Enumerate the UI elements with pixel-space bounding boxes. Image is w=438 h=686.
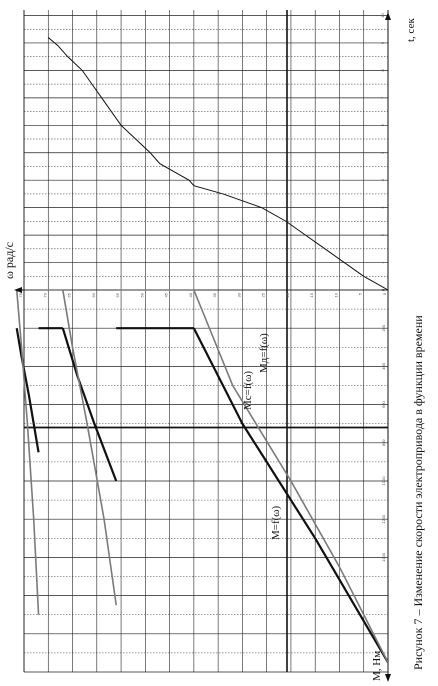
omega-tick-label: 5: [358, 292, 363, 295]
omega-axis-arrow: [14, 287, 22, 293]
omega-tick-label: 50: [139, 292, 144, 297]
omega-tick-label: 20: [285, 292, 290, 297]
moment-tick-label: 600: [381, 400, 386, 407]
diagram-grid: [23, 10, 389, 673]
diagram-labels: Рисунок 7 – Изменение скорости электропр…: [2, 18, 425, 681]
speed-time-curve: [47, 37, 389, 291]
t-axis-arrow: [385, 12, 391, 20]
caption-text: Рисунок 7 – Изменение скорости электропр…: [411, 315, 425, 670]
omega-tick-label: 25: [261, 292, 266, 297]
time-tick-label: 4: [380, 178, 385, 181]
moment-tick-label: 0: [381, 288, 386, 291]
omega-tick-label: 55: [115, 292, 120, 297]
omega-tick-label: 45: [164, 292, 169, 297]
m-curve-label: М=f(ω): [270, 505, 282, 540]
moment-tick-label: 1200: [381, 514, 386, 524]
m-curve: [15, 289, 389, 663]
time-tick-label: 7: [380, 96, 385, 99]
moment-tick-label: 1400: [381, 552, 386, 562]
omega-tick-label: 70: [42, 292, 47, 297]
moment-tick-label: 400: [381, 362, 386, 369]
omega-tick-label: 30: [236, 292, 241, 297]
m-curve-segment: [193, 289, 389, 663]
mc-curve-label: Мс=f(ω): [242, 371, 254, 410]
time-tick-label: 1: [380, 261, 385, 264]
m-axis-label: M, Нм: [371, 651, 383, 681]
time-tick-label: 3: [380, 206, 385, 209]
time-tick-label: 10: [380, 12, 385, 17]
m-curve-segment: [15, 289, 40, 615]
omega-tick-label: 40: [188, 292, 193, 297]
axis-arrows: [14, 12, 391, 682]
omega-tick-label: 10: [333, 292, 338, 297]
axis-ticks: 0510152025303540455055606570750123456789…: [18, 12, 387, 561]
diagram-curves: [15, 37, 389, 664]
omega-tick-label: 15: [309, 292, 314, 297]
moment-tick-label: 800: [381, 439, 386, 446]
md-curve: [15, 327, 389, 664]
moment-tick-label: 200: [381, 324, 386, 331]
omega-tick-label: 65: [67, 292, 72, 297]
omega-tick-label: 75: [18, 292, 23, 297]
m-curve-segment: [62, 289, 118, 606]
time-tick-label: 2: [380, 233, 385, 236]
md-curve-segment: [15, 328, 40, 453]
time-tick-label: 0: [380, 288, 385, 291]
time-tick-label: 5: [380, 151, 385, 154]
md-curve-segment: [61, 327, 118, 482]
omega-axis-label: ω рад/с: [2, 242, 16, 279]
md-curve-segment: [192, 327, 389, 664]
omega-tick-label: 35: [212, 292, 217, 297]
md-curve-label: Мд=f(ω): [258, 333, 270, 373]
omega-tick-label: 60: [91, 292, 96, 297]
omega-tick-label: 0: [382, 292, 387, 295]
time-tick-label: 9: [380, 41, 385, 44]
t-axis-label: t, сек: [405, 18, 417, 42]
time-tick-label: 6: [380, 123, 385, 126]
moment-tick-label: 1000: [381, 476, 386, 486]
time-tick-label: 8: [380, 69, 385, 72]
